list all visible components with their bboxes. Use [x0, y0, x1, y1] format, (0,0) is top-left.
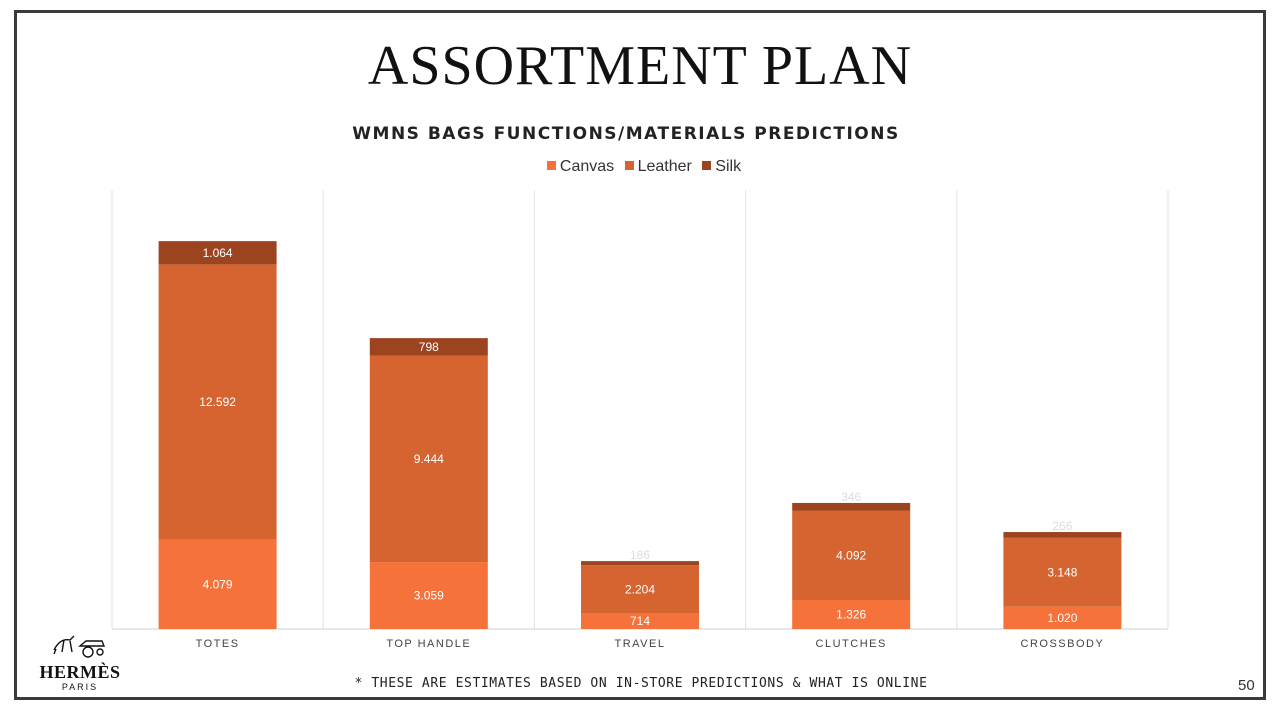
data-label-leather-clutches: 4.092 — [836, 548, 866, 562]
x-tick-label-travel: TRAVEL — [615, 638, 666, 650]
legend-swatch-silk — [702, 161, 712, 171]
horse-carriage-icon — [53, 635, 106, 658]
data-label-silk-top-handle: 798 — [419, 340, 439, 354]
data-label-silk-crossbody: 266 — [1052, 519, 1072, 533]
hermes-logo: HERMÈS PARIS — [34, 632, 126, 693]
x-tick-label-totes: TOTES — [196, 638, 240, 650]
slide-frame — [14, 10, 1266, 700]
data-label-leather-crossbody: 3.148 — [1047, 565, 1077, 579]
slide-title: ASSORTMENT PLAN — [367, 35, 913, 97]
legend-swatch-canvas — [546, 161, 556, 171]
chart-title: WMNS BAGS FUNCTIONS/MATERIALS PREDICTION… — [352, 124, 900, 144]
chart-legend: Canvas Leather Silk — [0, 158, 1280, 176]
data-label-canvas-crossbody: 1.020 — [1047, 611, 1077, 625]
data-label-canvas-clutches: 1.326 — [836, 608, 866, 622]
bar-leather-travel — [581, 565, 699, 614]
data-label-silk-travel: 186 — [630, 548, 650, 562]
data-label-leather-totes: 12.592 — [199, 395, 236, 409]
legend-label-canvas: Canvas — [559, 158, 615, 175]
data-label-canvas-travel: 714 — [630, 614, 650, 628]
footnote: * THESE ARE ESTIMATES BASED ON IN-STORE … — [354, 676, 928, 691]
bar-canvas-crossbody — [1003, 606, 1122, 629]
bar-leather-totes — [158, 264, 277, 540]
legend-item-silk: Silk — [702, 158, 741, 176]
logo-name: HERMÈS — [39, 662, 121, 682]
legend-swatch-leather — [624, 161, 634, 171]
page-number: 50 — [1238, 677, 1255, 694]
x-tick-label-clutches: CLUTCHES — [816, 638, 887, 650]
legend-item-canvas: Canvas — [546, 158, 615, 176]
data-label-canvas-totes: 4.079 — [203, 577, 233, 591]
bar-silk-clutches — [792, 502, 911, 511]
logo-subtext: PARIS — [61, 682, 99, 692]
bar-silk-crossbody — [1003, 532, 1122, 538]
legend-label-leather: Leather — [637, 158, 692, 175]
bar-leather-clutches — [792, 510, 911, 601]
bar-silk-top-handle — [369, 338, 488, 356]
data-label-silk-clutches: 346 — [841, 490, 861, 504]
data-label-leather-top-handle: 9.444 — [414, 452, 444, 466]
bar-leather-crossbody — [1003, 537, 1122, 607]
legend-item-leather: Leather — [624, 158, 692, 176]
bar-canvas-travel — [581, 613, 699, 629]
legend-label-silk: Silk — [715, 158, 742, 175]
bar-leather-top-handle — [369, 355, 488, 563]
bar-canvas-top-handle — [369, 562, 488, 629]
data-label-silk-totes: 1.064 — [203, 246, 233, 260]
data-label-canvas-top-handle: 3.059 — [414, 589, 444, 603]
bar-silk-travel — [581, 561, 699, 566]
bar-canvas-totes — [158, 539, 277, 629]
bar-canvas-clutches — [792, 600, 911, 629]
x-tick-label-top-handle: TOP HANDLE — [386, 638, 471, 650]
bar-silk-totes — [158, 241, 277, 265]
data-label-leather-travel: 2.204 — [625, 582, 655, 596]
x-tick-label-crossbody: CROSSBODY — [1021, 638, 1105, 650]
stacked-bar-chart: 4.079 12.592 1.064 TOTES 3.059 9.444 798 TOP HA… — [111, 190, 1169, 650]
